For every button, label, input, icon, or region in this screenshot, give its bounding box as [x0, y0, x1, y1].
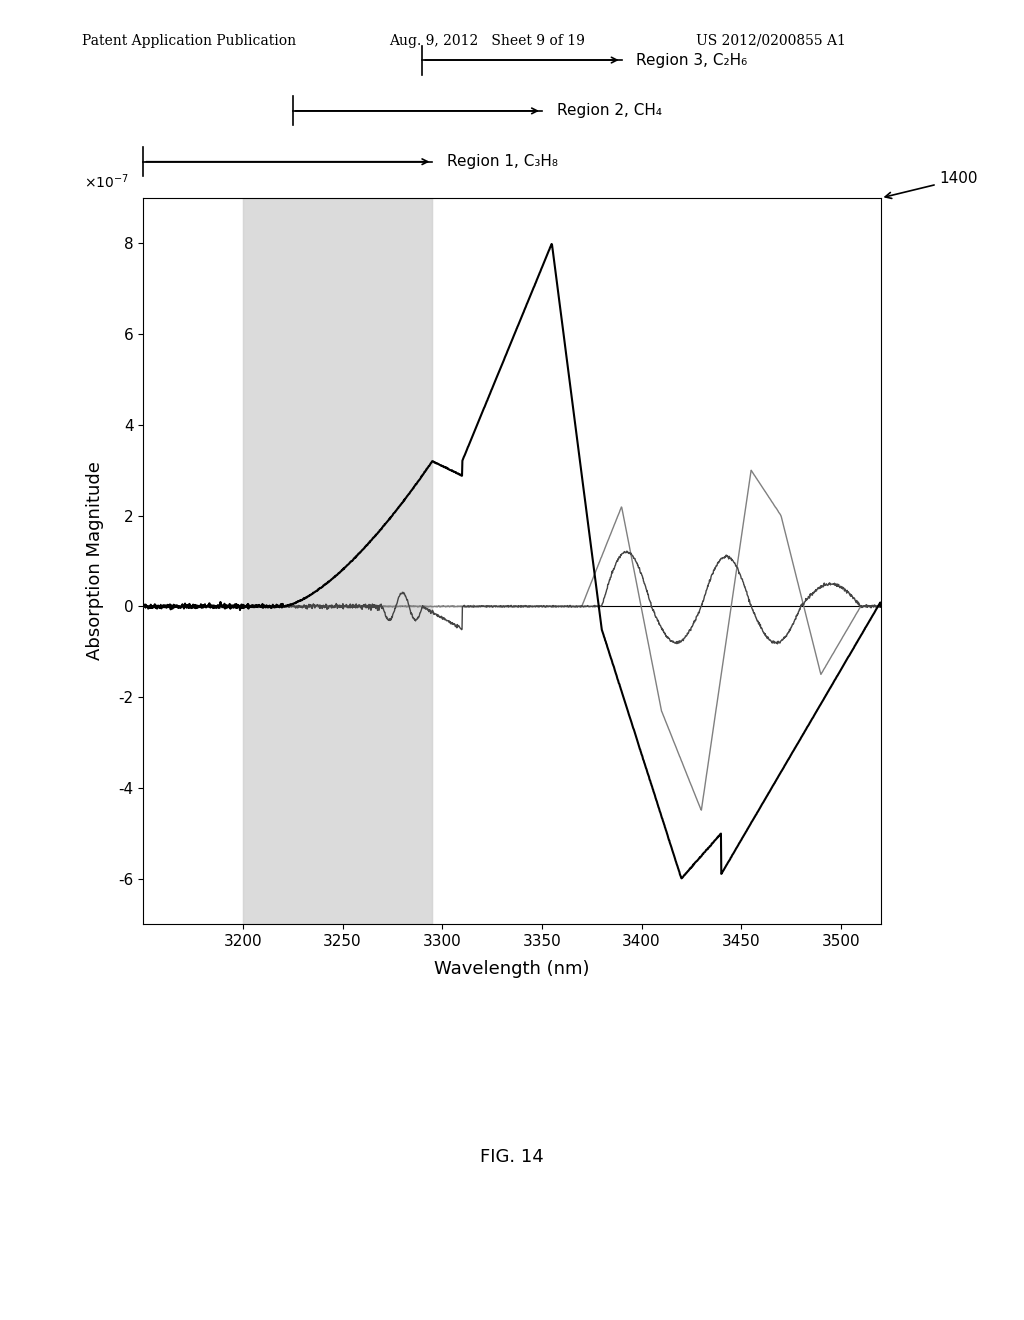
Text: Patent Application Publication: Patent Application Publication — [82, 34, 296, 48]
Text: FIG. 14: FIG. 14 — [480, 1147, 544, 1166]
Text: Region 2, CH₄: Region 2, CH₄ — [557, 103, 662, 119]
Text: Aug. 9, 2012   Sheet 9 of 19: Aug. 9, 2012 Sheet 9 of 19 — [389, 34, 585, 48]
Text: $\times 10^{-7}$: $\times 10^{-7}$ — [84, 172, 129, 190]
Bar — [243, 198, 432, 924]
Text: 1400: 1400 — [885, 172, 978, 198]
X-axis label: Wavelength (nm): Wavelength (nm) — [434, 960, 590, 978]
Text: US 2012/0200855 A1: US 2012/0200855 A1 — [696, 34, 846, 48]
Y-axis label: Absorption Magnitude: Absorption Magnitude — [86, 462, 104, 660]
Bar — [542, 198, 622, 924]
Text: Region 1, C₃H₈: Region 1, C₃H₈ — [447, 154, 558, 169]
Bar — [432, 198, 542, 924]
Text: Region 3, C₂H₆: Region 3, C₂H₆ — [636, 53, 748, 67]
